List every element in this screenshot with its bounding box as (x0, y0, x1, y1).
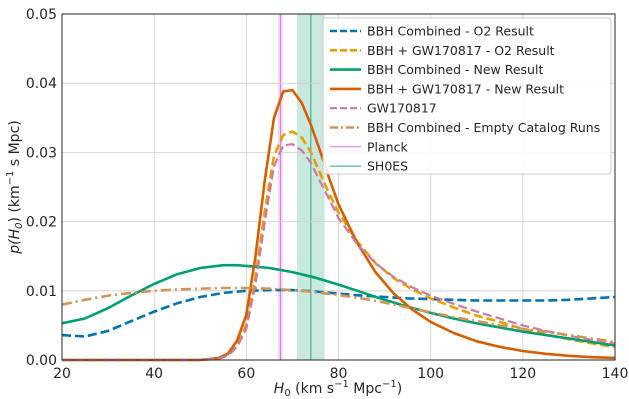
series-line-1 (62, 130, 616, 362)
x-tick-label-3: 80 (330, 366, 348, 382)
x-tick-labels: 20 40 60 80 100 120 140 (53, 366, 628, 382)
legend-label-0: BBH Combined - O2 Result (367, 24, 534, 39)
x-tick-label-0: 20 (53, 366, 71, 382)
x-tick-label-5: 120 (509, 366, 536, 382)
x-tick-label-4: 100 (417, 366, 444, 382)
reference-bands (278, 14, 325, 360)
y-tick-label-0: 0.00 (26, 353, 57, 369)
y-tick-label-3: 0.03 (26, 145, 57, 161)
series-line-4 (62, 143, 616, 362)
legend-label-7: SH0ES (367, 159, 408, 174)
series-line-2 (61, 263, 616, 347)
x-tick-label-6: 140 (602, 366, 629, 382)
x-tick-label-2: 60 (237, 366, 255, 382)
legend-label-1: BBH + GW170817 - O2 Result (367, 43, 555, 58)
x-tick-label-1: 40 (145, 366, 163, 382)
legend-label-6: Planck (367, 139, 408, 154)
legend-label-2: BBH Combined - New Result (367, 62, 543, 77)
y-axis-label: p(H0) (km−1 s Mpc) (5, 120, 25, 254)
legend-box (322, 17, 612, 175)
legend: BBH Combined - O2 Result BBH + GW170817 -… (322, 17, 612, 175)
legend-label-3: BBH + GW170817 - New Result (367, 81, 564, 96)
series-line-5 (61, 286, 616, 344)
y-tick-label-4: 0.04 (26, 76, 57, 92)
plot-frame (61, 13, 616, 361)
y-tick-label-1: 0.01 (26, 284, 57, 300)
legend-label-5: BBH Combined - Empty Catalog Runs (367, 120, 600, 135)
y-tick-labels: 0.00 0.01 0.02 0.03 0.04 0.05 (26, 7, 57, 369)
series-line-0 (61, 288, 616, 338)
legend-label-4: GW170817 (367, 101, 437, 116)
x-axis-label: H0 (km s−1 Mpc−1) (274, 379, 402, 399)
y-tick-label-2: 0.02 (26, 215, 57, 231)
y-tick-label-5: 0.05 (26, 7, 57, 23)
